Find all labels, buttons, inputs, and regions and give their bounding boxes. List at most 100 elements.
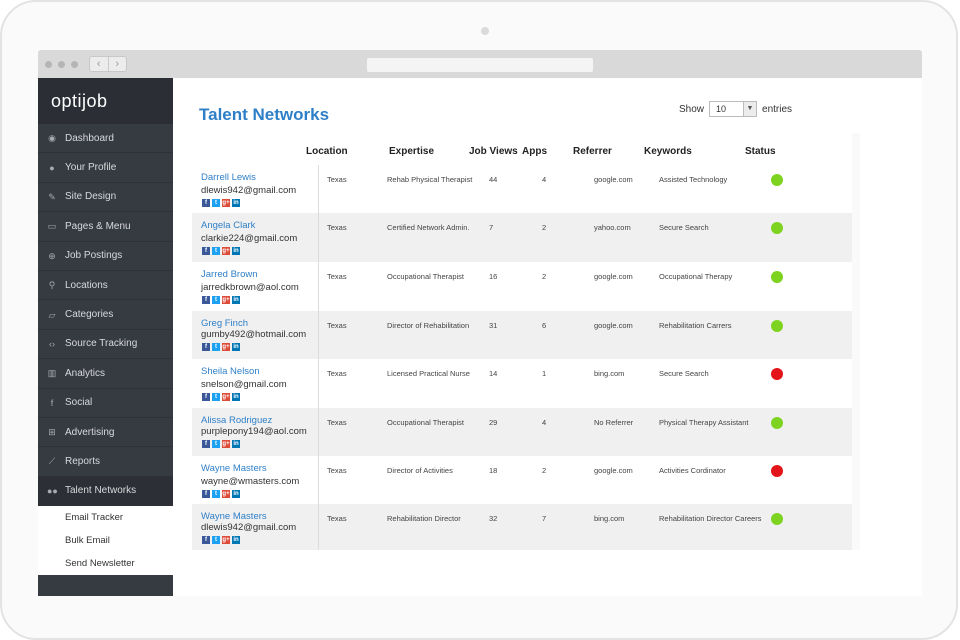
sidebar-item-social[interactable]: f Social: [38, 389, 173, 418]
social-links: f t g+ in: [202, 536, 240, 544]
sidebar-item-pages-menu[interactable]: ▭ Pages & Menu: [38, 212, 173, 242]
candidate-name-link[interactable]: Wayne Masters: [201, 511, 267, 522]
table-row[interactable]: Jarred Brown jarredkbrown@aol.com f t g+ in Te…: [192, 262, 852, 311]
table-row[interactable]: Angela Clark clarkie224@gmail.com f t g+ in Te…: [192, 213, 852, 262]
linkedin-icon[interactable]: in: [232, 296, 240, 304]
google-plus-icon[interactable]: g+: [222, 536, 230, 544]
table-row[interactable]: Darrell Lewis dlewis942@gmail.com f t g+ in Te…: [192, 165, 852, 213]
subnav-item-email-tracker[interactable]: Email Tracker: [65, 512, 124, 524]
column-divider: [318, 359, 319, 408]
table-row[interactable]: Sheila Nelson snelson@gmail.com f t g+ in Texa…: [192, 359, 852, 408]
cell-expertise: Rehab Physical Therapist: [387, 175, 473, 184]
candidate-name-link[interactable]: Alissa Rodriguez: [201, 415, 273, 426]
twitter-icon[interactable]: t: [212, 490, 220, 498]
sidebar-item-site-design[interactable]: ✎ Site Design: [38, 183, 173, 213]
entries-select[interactable]: 10 ▼: [709, 101, 758, 117]
twitter-icon[interactable]: t: [212, 343, 220, 351]
candidate-name-link[interactable]: Sheila Nelson: [201, 366, 260, 377]
sidebar-item-label: Analytics: [65, 367, 106, 379]
twitter-icon[interactable]: t: [212, 296, 220, 304]
twitter-icon[interactable]: t: [212, 199, 220, 207]
table-row[interactable]: Wayne Masters wayne@wmasters.com f t g+ in Tex…: [192, 456, 852, 504]
forward-arrow-icon[interactable]: ›: [115, 58, 120, 70]
cell-job-views: 16: [489, 272, 498, 281]
google-plus-icon[interactable]: g+: [222, 343, 230, 351]
sidebar-item-your-profile[interactable]: ● Your Profile: [38, 153, 173, 183]
cell-keywords: Rehabilitation Carrers: [659, 321, 732, 330]
browser-nav-buttons: ‹ ›: [89, 56, 127, 72]
candidate-name-link[interactable]: Darrell Lewis: [201, 172, 256, 183]
twitter-icon[interactable]: t: [212, 440, 220, 448]
twitter-icon[interactable]: t: [212, 393, 220, 401]
column-divider: [318, 311, 319, 359]
window-dot-maximize[interactable]: [71, 61, 78, 68]
column-header-location[interactable]: Location: [306, 146, 348, 157]
table-row[interactable]: Greg Finch gumby492@hotmail.com f t g+ in Texa…: [192, 311, 852, 359]
facebook-icon[interactable]: f: [202, 536, 210, 544]
facebook-icon[interactable]: f: [202, 247, 210, 255]
page-title: Talent Networks: [199, 105, 330, 124]
linkedin-icon[interactable]: in: [232, 343, 240, 351]
window-dot-close[interactable]: [45, 61, 52, 68]
cell-keywords: Secure Search: [659, 223, 709, 232]
address-bar[interactable]: [367, 58, 593, 72]
google-plus-icon[interactable]: g+: [222, 199, 230, 207]
linkedin-icon[interactable]: in: [232, 247, 240, 255]
facebook-icon[interactable]: f: [202, 296, 210, 304]
twitter-icon[interactable]: t: [212, 247, 220, 255]
linkedin-icon[interactable]: in: [232, 440, 240, 448]
google-plus-icon[interactable]: g+: [222, 296, 230, 304]
sidebar-item-job-postings[interactable]: ⊕ Job Postings: [38, 242, 173, 271]
facebook-icon[interactable]: f: [202, 490, 210, 498]
sidebar-item-reports[interactable]: ⟋ Reports: [38, 447, 173, 477]
sidebar-item-categories[interactable]: ▱ Categories: [38, 300, 173, 330]
google-plus-icon[interactable]: g+: [222, 440, 230, 448]
facebook-icon[interactable]: f: [202, 343, 210, 351]
candidate-name-link[interactable]: Wayne Masters: [201, 463, 267, 474]
sidebar-item-source-tracking[interactable]: ‹› Source Tracking: [38, 330, 173, 360]
table-row[interactable]: Wayne Masters dlewis942@gmail.com f t g+ in Te…: [192, 504, 852, 550]
cell-location: Texas: [327, 223, 347, 232]
entries-label: entries: [762, 103, 793, 115]
linkedin-icon[interactable]: in: [232, 199, 240, 207]
map-pin-icon: ⚲: [48, 280, 56, 291]
candidate-name-link[interactable]: Jarred Brown: [201, 269, 258, 280]
subnav-item-send-newsletter[interactable]: Send Newsletter: [65, 558, 135, 570]
google-plus-icon[interactable]: g+: [222, 490, 230, 498]
logo[interactable]: optijob: [38, 78, 173, 124]
linkedin-icon[interactable]: in: [232, 393, 240, 401]
facebook-icon[interactable]: f: [202, 199, 210, 207]
column-header-apps[interactable]: Apps: [522, 146, 547, 157]
cell-referrer: No Referrer: [594, 418, 634, 427]
sidebar-item-dashboard[interactable]: ◉ Dashboard: [38, 124, 173, 154]
entries-control: Show 10 ▼ entries: [679, 101, 792, 117]
sidebar-item-analytics[interactable]: ▥ Analytics: [38, 359, 173, 389]
window-dot-minimize[interactable]: [58, 61, 65, 68]
sidebar-nav: ◉ Dashboard ● Your Profile ✎ Site Design ▭ Page…: [38, 124, 173, 507]
google-plus-icon[interactable]: g+: [222, 247, 230, 255]
folder-icon: ▱: [48, 309, 56, 320]
facebook-icon[interactable]: f: [202, 393, 210, 401]
column-header-job-views[interactable]: Job Views: [469, 146, 518, 157]
sidebar-item-locations[interactable]: ⚲ Locations: [38, 271, 173, 301]
sidebar-item-label: Reports: [65, 455, 101, 467]
subnav-item-bulk-email[interactable]: Bulk Email: [65, 535, 110, 547]
google-plus-icon[interactable]: g+: [222, 393, 230, 401]
facebook-icon[interactable]: f: [202, 440, 210, 448]
column-header-expertise[interactable]: Expertise: [389, 146, 435, 157]
candidate-name-link[interactable]: Greg Finch: [201, 318, 248, 329]
twitter-icon[interactable]: t: [212, 536, 220, 544]
table-row[interactable]: Alissa Rodriguez purplepony194@aol.com f t g…: [192, 408, 852, 456]
linkedin-icon[interactable]: in: [232, 536, 240, 544]
chevron-down-icon[interactable]: ▼: [743, 102, 757, 116]
sidebar-item-talent-networks[interactable]: ●● Talent Networks: [38, 476, 173, 507]
linkedin-icon[interactable]: in: [232, 490, 240, 498]
main-content: Talent Networks Show 10 ▼ entries Locati…: [173, 78, 922, 596]
column-header-referrer[interactable]: Referrer: [573, 146, 612, 157]
column-header-keywords[interactable]: Keywords: [644, 146, 692, 157]
sidebar-item-advertising[interactable]: ⊞ Advertising: [38, 418, 173, 448]
column-header-status[interactable]: Status: [745, 146, 776, 157]
candidate-name-link[interactable]: Angela Clark: [201, 220, 256, 231]
cell-job-views: 31: [489, 321, 498, 330]
back-arrow-icon[interactable]: ‹: [90, 57, 109, 71]
